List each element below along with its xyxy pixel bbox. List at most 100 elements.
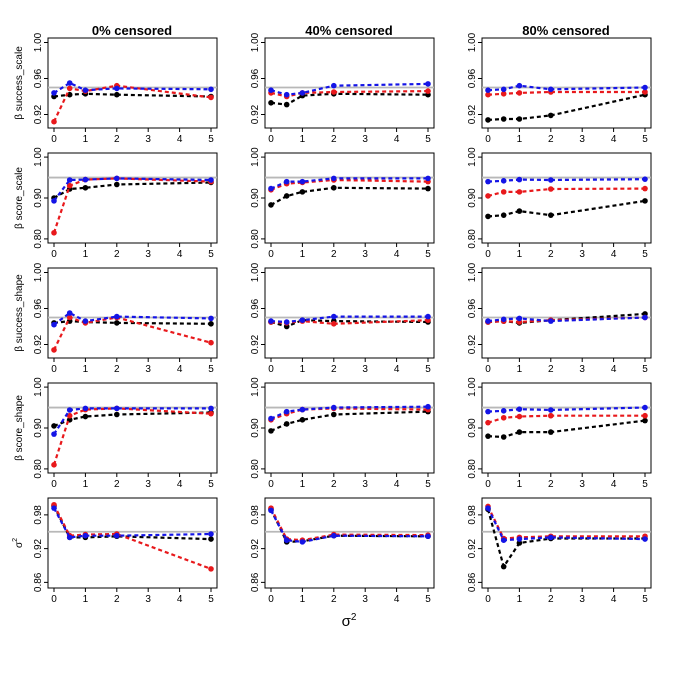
x-tick-label: 5: [642, 479, 648, 490]
x-tick-label: 1: [300, 134, 306, 145]
data-point-blue: [208, 315, 214, 322]
panel-grid: β success_scale 0.920.961.000 1 2 3 4 50.920.9…: [12, 32, 652, 605]
data-point-blue: [114, 313, 120, 320]
x-tick-label: 5: [425, 479, 431, 490]
data-point-black: [208, 321, 214, 327]
panel-r0-c1: 0.92 0.96 1.00 0 1 2 3 4 5: [250, 32, 435, 145]
panel-r4-c1: 0.86 0.92 0.98 0 1 2 3 4 5: [250, 497, 435, 605]
data-point-black: [548, 212, 554, 218]
data-point-blue: [51, 431, 57, 437]
data-point-blue: [82, 318, 89, 324]
data-point-black: [500, 212, 507, 218]
y-tick-label: 0.80: [33, 459, 44, 479]
data-point-black: [642, 417, 648, 424]
series-line-black: [487, 93, 646, 121]
data-point-black: [114, 181, 120, 188]
data-point-red: [66, 412, 73, 419]
data-point-blue: [268, 87, 274, 93]
x-tick-label: 2: [114, 479, 120, 490]
y-tick-label: 1.00: [467, 147, 478, 167]
x-tick-label: 5: [642, 249, 648, 260]
data-point-red: [516, 189, 523, 195]
data-point-blue: [548, 407, 554, 413]
x-tick-label: 1: [83, 364, 89, 375]
y-tick-label: 0.80: [33, 229, 44, 249]
data-point-blue: [208, 177, 214, 183]
y-tick-label: 1.00: [250, 262, 261, 282]
data-point-blue: [548, 177, 554, 183]
panel-r0-c2: 0.92 0.96 1.00 0 1 2 3 4 5: [467, 32, 652, 145]
data-point-red: [331, 321, 337, 327]
x-tick-label: 2: [114, 134, 120, 145]
data-point-blue: [283, 91, 290, 98]
data-point-black: [51, 423, 57, 429]
y-tick-label: 0.96: [250, 68, 261, 88]
x-tick-label: 5: [425, 594, 431, 605]
data-point-blue: [114, 405, 120, 412]
data-point-blue: [425, 533, 431, 540]
data-point-red: [208, 566, 214, 572]
data-point-red: [66, 85, 73, 92]
y-tick-label: 0.98: [33, 505, 44, 525]
x-tick-label: 5: [208, 479, 214, 490]
data-point-blue: [500, 316, 507, 323]
panel-frame: [264, 152, 435, 244]
panel-r1-c0: 0.80 0.90 1.00 0 1 2 3 4 5: [33, 147, 218, 260]
data-point-blue: [51, 321, 57, 328]
row-4-y-axis-label-sup: 2: [12, 538, 19, 542]
data-point-blue: [268, 318, 274, 324]
data-point-blue: [500, 86, 507, 93]
y-tick-label: 0.90: [467, 188, 478, 208]
x-tick-label: 5: [208, 364, 214, 375]
x-tick-label: 1: [300, 364, 306, 375]
x-tick-label: 5: [425, 249, 431, 260]
data-point-blue: [114, 175, 120, 182]
panel-r0-c0: 0.92 0.96 1.00 0 1 2 3 4 5: [33, 32, 218, 145]
y-tick-label: 0.98: [467, 505, 478, 525]
series-line-blue: [53, 507, 212, 539]
row-2-y-axis-label: β success_shape: [14, 274, 25, 352]
data-point-blue: [500, 178, 507, 184]
data-point-blue: [516, 176, 523, 183]
x-tick-label: 5: [208, 249, 214, 260]
x-tick-label: 0: [51, 479, 57, 490]
x-tick-label: 4: [611, 134, 617, 145]
data-point-red: [548, 412, 554, 419]
data-point-black: [485, 117, 491, 123]
data-point-blue: [66, 80, 73, 86]
series-line-blue: [53, 177, 212, 202]
data-point-black: [299, 189, 306, 195]
data-point-blue: [425, 81, 431, 87]
y-tick-label: 0.86: [467, 572, 478, 592]
data-point-blue: [66, 407, 73, 413]
x-tick-label: 4: [177, 249, 183, 260]
panel-r1-c2: 0.80 0.90 1.00 0 1 2 3 4 5: [467, 147, 652, 260]
x-tick-label: 3: [362, 134, 368, 145]
x-tick-label: 0: [268, 249, 274, 260]
panel-frame: [47, 382, 218, 474]
data-point-blue: [548, 534, 554, 541]
column-title-2: 80% censored: [522, 23, 609, 38]
data-point-blue: [299, 178, 306, 185]
panel-frame: [481, 382, 652, 474]
data-point-blue: [425, 403, 431, 410]
data-point-red: [66, 314, 73, 321]
data-point-blue: [485, 408, 491, 415]
data-point-blue: [548, 86, 554, 93]
panel-r3-c0: 0.80 0.90 1.00 0 1 2 3 4 5: [33, 377, 218, 490]
data-point-blue: [114, 85, 120, 92]
x-tick-label: 3: [579, 364, 585, 375]
x-axis-label: σ2: [342, 612, 357, 630]
panel-r3-c2: 0.80 0.90 1.00 0 1 2 3 4 5: [467, 377, 652, 490]
data-point-red: [516, 413, 523, 420]
data-point-blue: [299, 539, 306, 545]
row-2-y-axis-label-text: β success_shape: [14, 274, 25, 352]
x-tick-label: 2: [331, 249, 337, 260]
panel-r4-c2: 0.86 0.92 0.98 0 1 2 3 4 5: [467, 497, 652, 605]
panel-frame: [47, 497, 218, 589]
x-tick-label: 0: [268, 594, 274, 605]
series-line-black: [270, 186, 429, 206]
series-line-red: [52, 177, 212, 234]
x-tick-label: 2: [548, 479, 554, 490]
x-tick-label: 1: [517, 479, 523, 490]
